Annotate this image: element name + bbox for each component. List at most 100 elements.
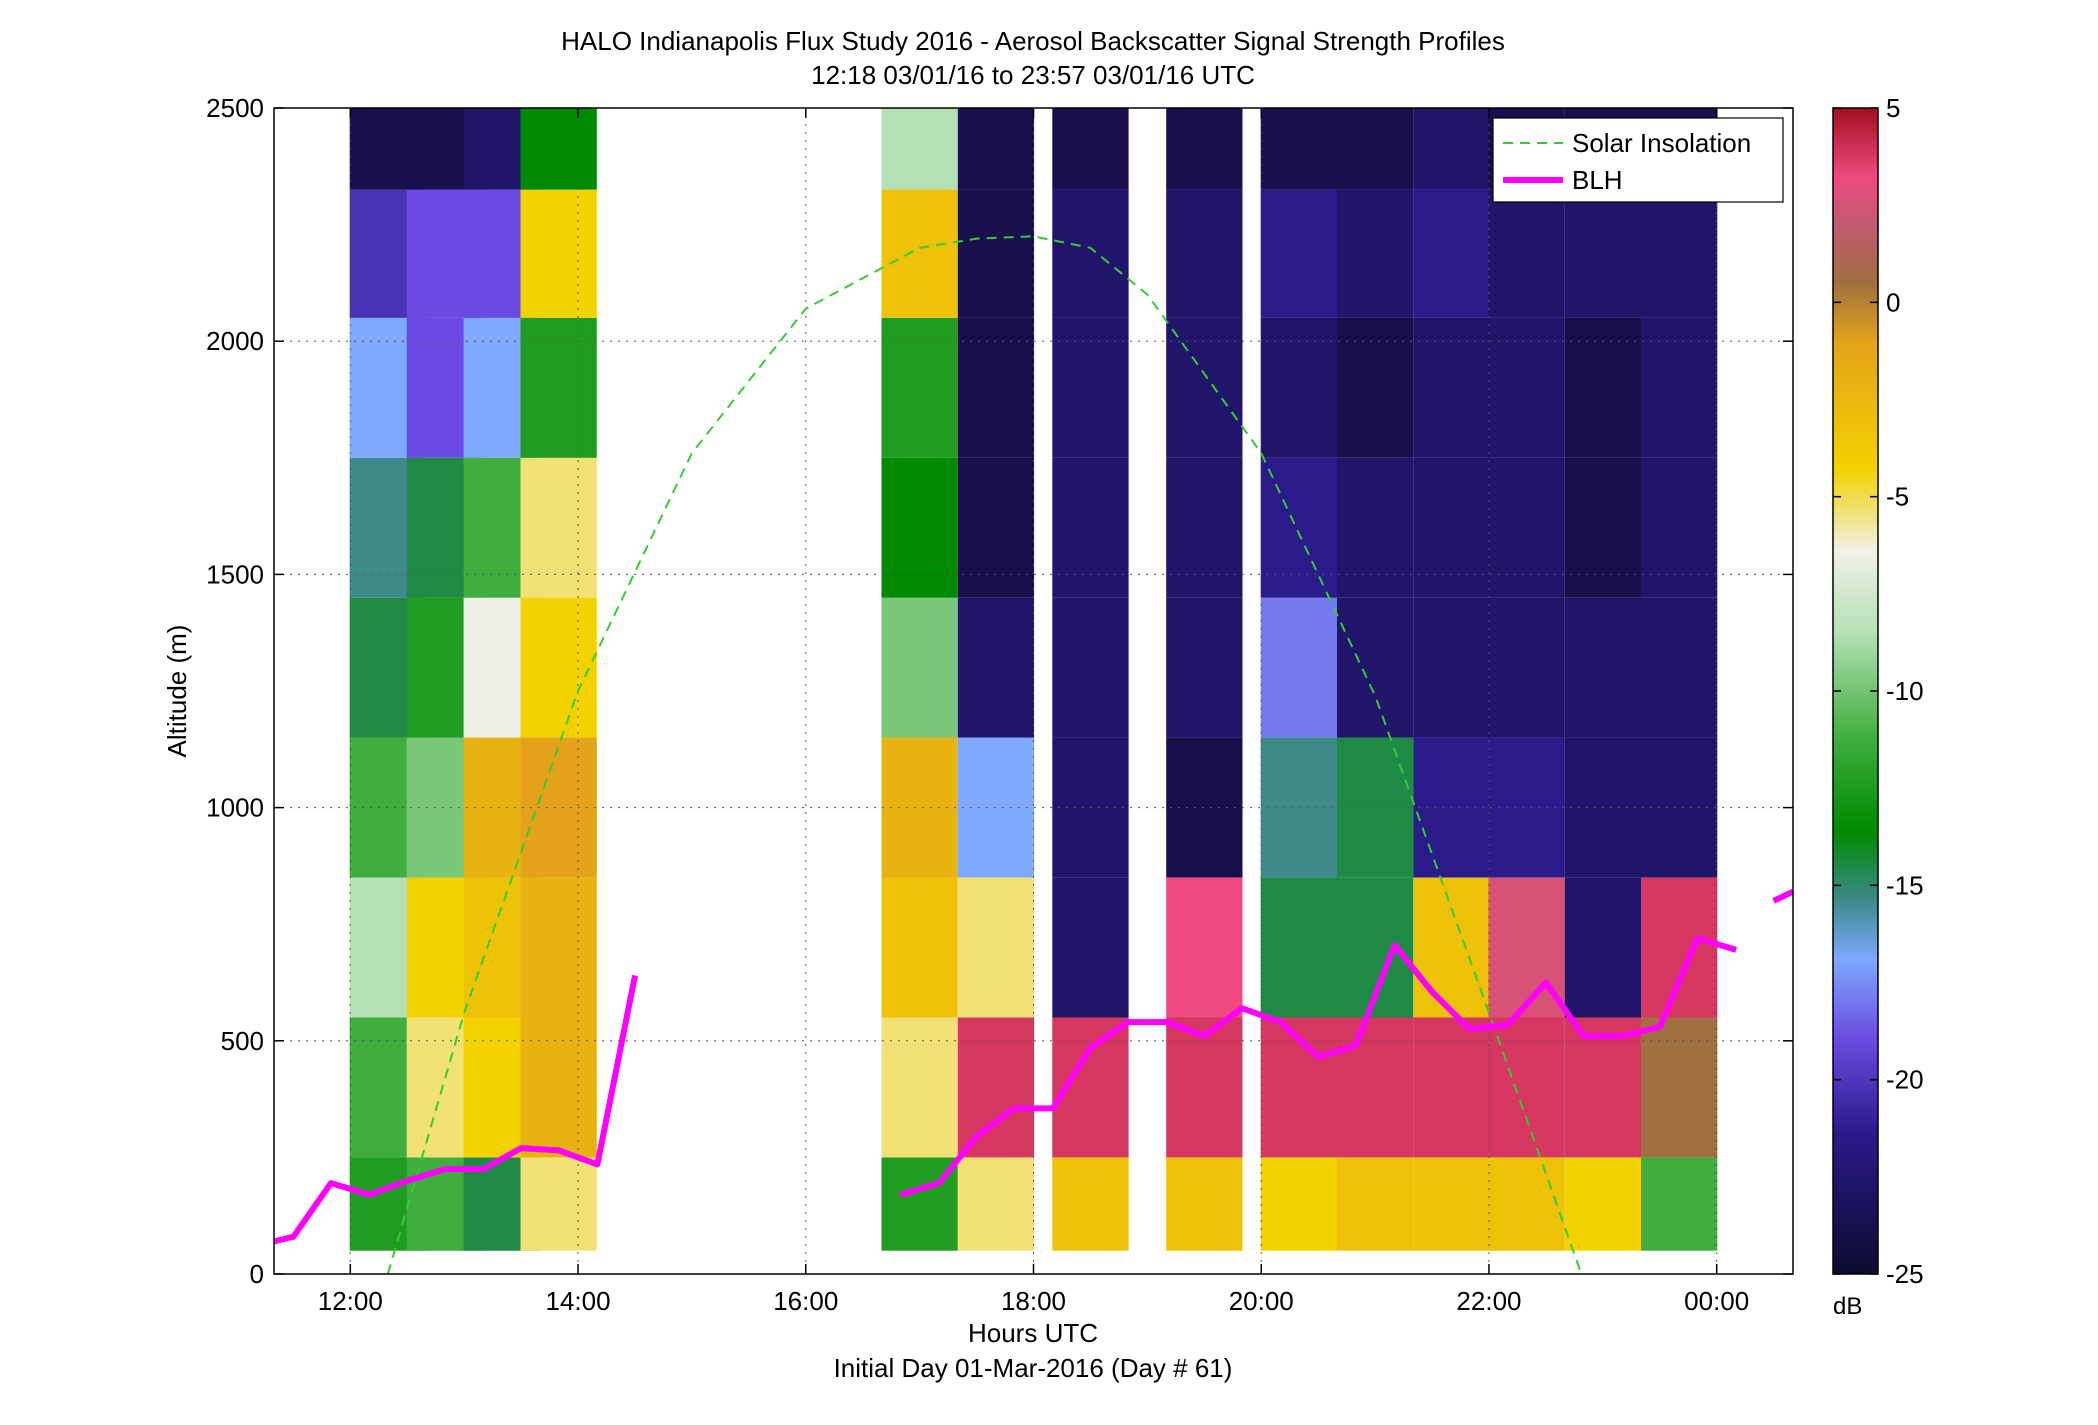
heatmap-cell [881, 737, 958, 878]
heatmap-cell [1564, 877, 1641, 1018]
heatmap-cell [1337, 317, 1414, 458]
blh-line [899, 935, 1737, 1198]
colorbar-tick-label: -25 [1886, 1259, 1924, 1289]
y-tick-label: 2500 [206, 93, 264, 123]
heatmap-cell [957, 189, 1035, 318]
x-tick-label: 00:00 [1684, 1286, 1749, 1316]
heatmap-cell [1260, 877, 1337, 1018]
heatmap-cell [1488, 1157, 1565, 1251]
heatmap-cell [1641, 317, 1718, 458]
x-axis-label: Hours UTC [968, 1318, 1098, 1348]
heatmap-cell [520, 457, 597, 598]
heatmap-cell [1166, 108, 1243, 190]
heatmap-cell [1052, 877, 1129, 1018]
heatmap-cell [1052, 597, 1129, 738]
heatmap-cell [1337, 737, 1414, 878]
colorbar-tick-label: -20 [1886, 1065, 1924, 1095]
heatmap-cell [520, 877, 597, 1018]
y-axis-label: Altitude (m) [162, 625, 192, 758]
heatmap-cell [957, 597, 1035, 738]
heatmap-cell [1166, 317, 1243, 458]
y-tick-label: 1500 [206, 559, 264, 589]
heatmap-cell [1413, 1157, 1490, 1251]
heatmap-cell [1641, 1017, 1718, 1158]
heatmap-cell [1413, 457, 1490, 598]
heatmap-cell [1564, 457, 1641, 598]
heatmap-cell [1413, 597, 1490, 738]
heatmap-cell [1641, 877, 1718, 1018]
heatmap [349, 108, 1718, 1251]
heatmap-cell [1337, 457, 1414, 598]
x-tick-label: 18:00 [1001, 1286, 1066, 1316]
heatmap-cell [520, 1157, 597, 1251]
solar-insolation-line [386, 235, 1583, 1274]
legend-label-blh: BLH [1572, 165, 1623, 195]
heatmap-cell [1337, 1157, 1414, 1251]
heatmap-cell [1413, 317, 1490, 458]
x-tick-label: 20:00 [1229, 1286, 1294, 1316]
heatmap-cell [520, 317, 597, 458]
heatmap-cell [1260, 317, 1337, 458]
heatmap-cell [1413, 1017, 1490, 1158]
blh-line [274, 974, 638, 1245]
heatmap-cell [1260, 189, 1337, 318]
legend-label-solar-insolation: Solar Insolation [1572, 128, 1751, 158]
colorbar-tick-label: -15 [1886, 870, 1924, 900]
heatmap-cell [1564, 1157, 1641, 1251]
heatmap-cell [1413, 189, 1490, 318]
heatmap-cell [1413, 108, 1490, 190]
heatmap-cell [957, 1157, 1035, 1251]
x-axis-secondary-label: Initial Day 01-Mar-2016 (Day # 61) [834, 1353, 1233, 1383]
heatmap-cell [1166, 877, 1243, 1018]
heatmap-cell [1052, 457, 1129, 598]
colorbar-label: dB [1833, 1293, 1862, 1320]
heatmap-cell [1337, 108, 1414, 190]
heatmap-cell [1337, 597, 1414, 738]
x-tick-label: 14:00 [545, 1286, 610, 1316]
heatmap-cell [881, 317, 958, 458]
heatmap-cell [1166, 457, 1243, 598]
heatmap-cell [881, 1017, 958, 1158]
y-tick-label: 500 [221, 1026, 264, 1056]
blh-line [1772, 888, 1793, 904]
y-tick-label: 0 [250, 1259, 264, 1289]
heatmap-cell [1413, 877, 1490, 1018]
heatmap-cell [1641, 597, 1718, 738]
colorbar-tick-label: 0 [1886, 287, 1900, 317]
heatmap-cell [1166, 737, 1243, 878]
heatmap-cell [1488, 189, 1565, 318]
heatmap-cell [520, 737, 597, 878]
heatmap-cell [1488, 597, 1565, 738]
heatmap-cell [957, 1017, 1035, 1158]
heatmap-cell [1260, 457, 1337, 598]
heatmap-cell [1488, 737, 1565, 878]
heatmap-cell [1052, 1157, 1129, 1251]
y-ticks: 0 500 1000 1500 2000 2500 [206, 93, 1793, 1289]
heatmap-cell [1052, 189, 1129, 318]
heatmap-cell [957, 457, 1035, 598]
heatmap-cell [1166, 1157, 1243, 1251]
colorbar-tick-label: -5 [1886, 482, 1909, 512]
heatmap-cell [881, 189, 958, 318]
colorbar-tick-label: -10 [1886, 676, 1924, 706]
y-tick-label: 1000 [206, 793, 264, 823]
heatmap-cell [1337, 1017, 1414, 1158]
heatmap-cell [957, 108, 1035, 190]
heatmap-cell [1260, 108, 1337, 190]
series-layer [274, 235, 1793, 1274]
heatmap-cell [1052, 108, 1129, 190]
heatmap-cell [1166, 597, 1243, 738]
heatmap-cell [1260, 1157, 1337, 1251]
heatmap-cell [881, 457, 958, 598]
heatmap-cell [957, 317, 1035, 458]
heatmap-cell [1564, 317, 1641, 458]
colorbar-ticks: 5 0 -5 -10 -15 -20 -25 [1833, 93, 1924, 1289]
heatmap-cell [881, 877, 958, 1018]
heatmap-cell [1260, 597, 1337, 738]
heatmap-cell [520, 189, 597, 318]
heatmap-cell [957, 877, 1035, 1018]
x-tick-label: 16:00 [773, 1286, 838, 1316]
heatmap-cell [1488, 317, 1565, 458]
heatmap-cell [1641, 189, 1718, 318]
